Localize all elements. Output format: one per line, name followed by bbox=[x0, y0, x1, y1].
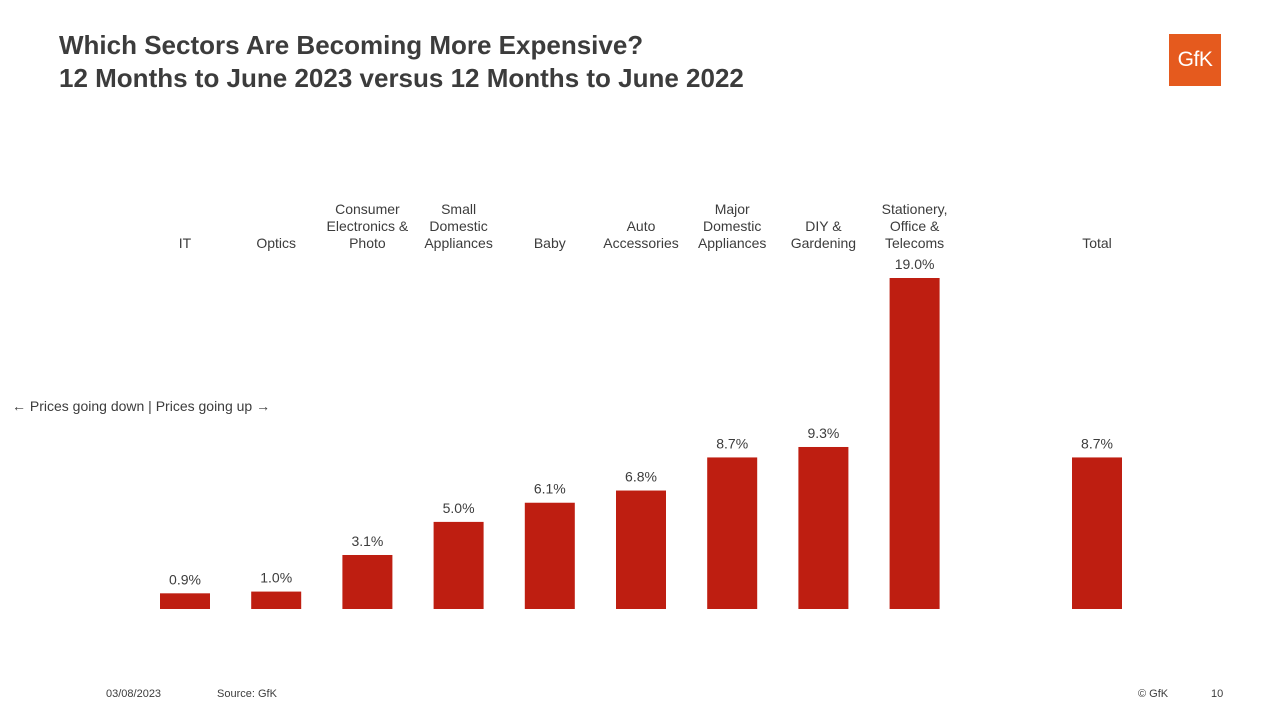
category-label: Stationery, Office & Telecoms bbox=[882, 201, 948, 251]
data-label: 6.8% bbox=[625, 469, 657, 485]
page-number: 10 bbox=[1211, 688, 1224, 700]
footer-copyright: © GfK bbox=[1138, 688, 1169, 700]
data-label: 8.7% bbox=[716, 435, 748, 451]
data-label: 9.3% bbox=[807, 425, 839, 441]
chart-title: Which Sectors Are Becoming More Expensiv… bbox=[59, 30, 644, 60]
data-label: 6.1% bbox=[534, 481, 566, 497]
data-label: 19.0% bbox=[895, 256, 935, 272]
data-label: 5.0% bbox=[443, 500, 475, 516]
logo-text: GfK bbox=[1177, 48, 1213, 71]
gfk-logo: GfK bbox=[1169, 34, 1221, 86]
price-direction-annotation: ← Prices going down | Prices going up → bbox=[12, 398, 271, 414]
bar bbox=[160, 593, 210, 609]
category-label: Total bbox=[1082, 235, 1112, 251]
category-label: Optics bbox=[256, 235, 296, 251]
bar bbox=[889, 278, 940, 609]
data-label: 0.9% bbox=[169, 571, 201, 587]
bar bbox=[524, 502, 575, 609]
footer-date: 03/08/2023 bbox=[106, 688, 162, 700]
bar bbox=[616, 490, 666, 609]
data-label: 3.1% bbox=[351, 533, 383, 549]
data-label: 8.7% bbox=[1081, 435, 1113, 451]
data-label: 1.0% bbox=[260, 570, 292, 586]
footer-source: Source: GfK bbox=[217, 688, 277, 700]
category-label: Auto Accessories bbox=[603, 218, 678, 251]
bar bbox=[798, 446, 849, 609]
bar bbox=[707, 457, 758, 609]
chart-subtitle: 12 Months to June 2023 versus 12 Months … bbox=[59, 63, 744, 93]
category-label: Consumer Electronics & Photo bbox=[327, 201, 409, 251]
bar bbox=[251, 591, 302, 609]
bar bbox=[342, 554, 393, 609]
category-label: DIY & Gardening bbox=[791, 218, 856, 251]
category-label: Major Domestic Appliances bbox=[698, 201, 767, 251]
bar bbox=[1072, 457, 1122, 609]
category-label: IT bbox=[179, 235, 192, 251]
category-label: Baby bbox=[534, 235, 566, 251]
category-label: Small Domestic Appliances bbox=[424, 201, 493, 251]
bar bbox=[433, 521, 484, 609]
